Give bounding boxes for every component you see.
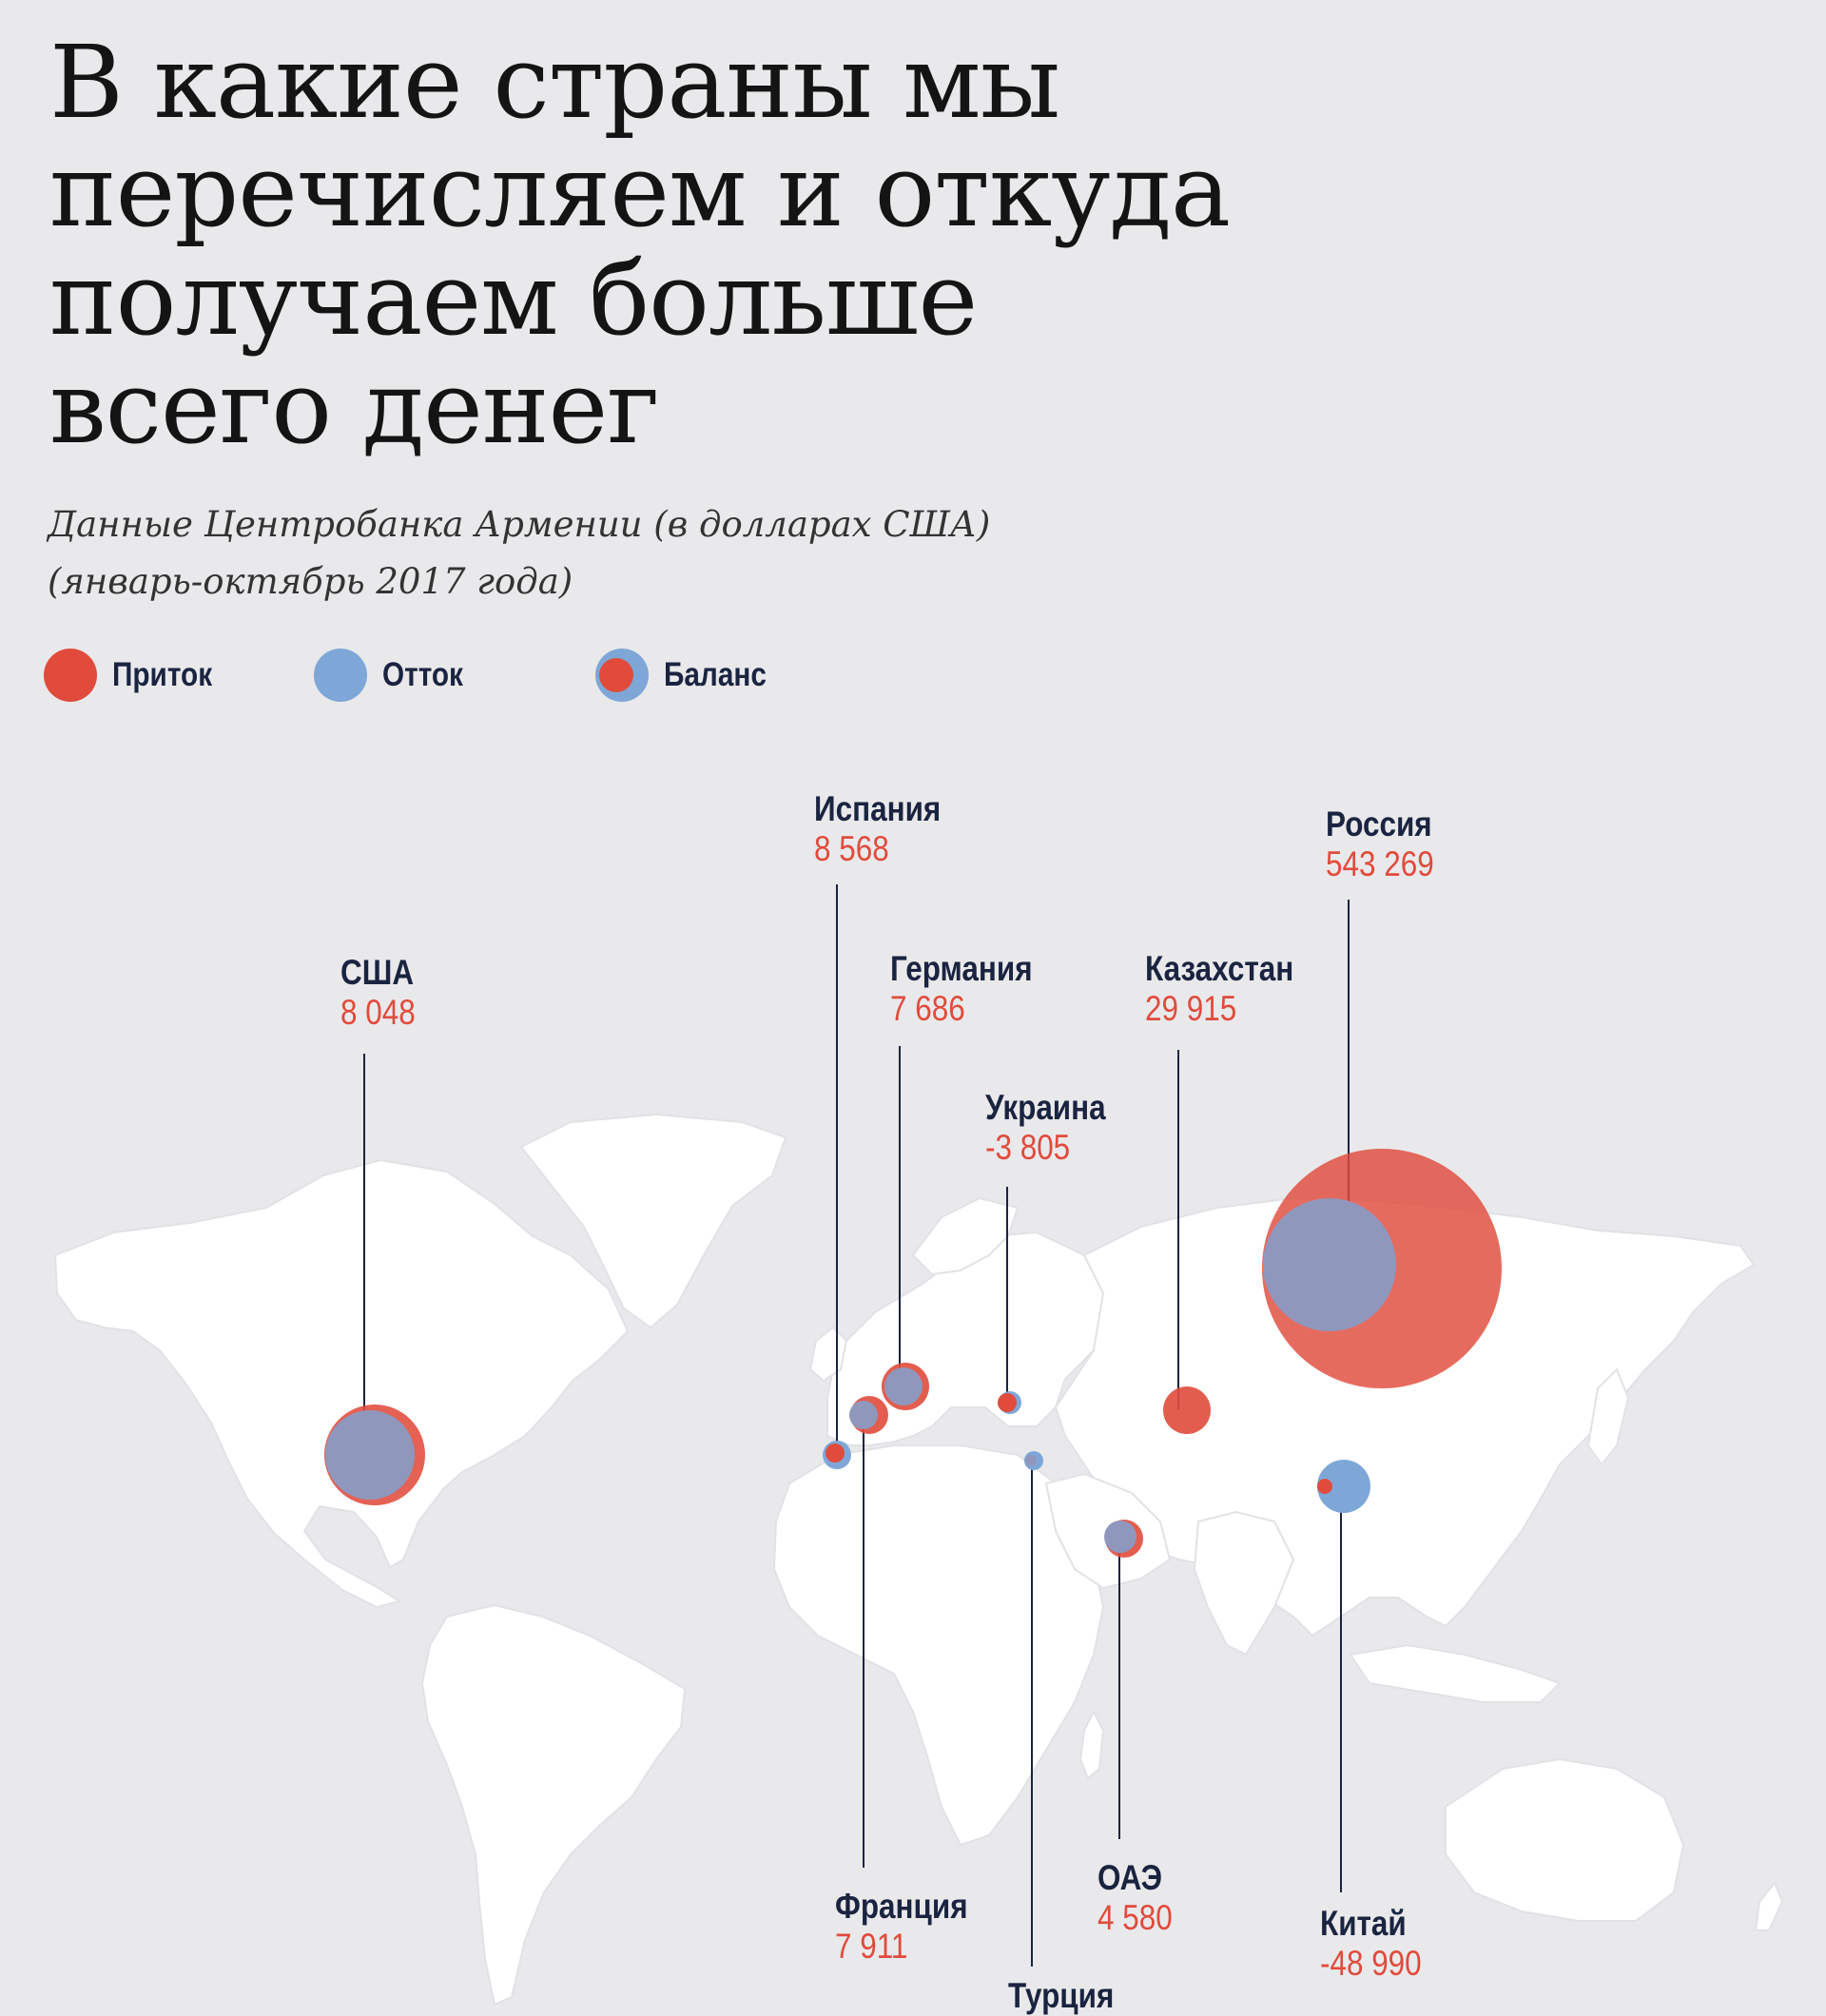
bubble-germany xyxy=(882,1363,929,1410)
title-line: получаем больше xyxy=(49,241,978,358)
title-line: В какие страны мы xyxy=(49,24,1060,141)
country-name: США xyxy=(340,953,415,992)
country-balance: 29 915 xyxy=(1145,989,1237,1028)
greenland-shape xyxy=(519,1113,787,1329)
legend-label: Приток xyxy=(112,656,213,693)
country-balance: 8 048 xyxy=(340,993,416,1032)
label-russia: Россия 543 269 xyxy=(1326,804,1453,884)
title-line: перечисляем и откуда xyxy=(49,132,1231,249)
country-name: Турция xyxy=(1008,1976,1115,2015)
country-balance: 543 269 xyxy=(1326,844,1434,883)
title-line: всего денег xyxy=(49,349,660,466)
country-name: Украина xyxy=(985,1088,1106,1127)
india-shape xyxy=(1193,1510,1295,1657)
leader-lines xyxy=(363,884,1350,1967)
country-name: ОАЭ xyxy=(1098,1858,1162,1897)
subtitle: Данные Центробанка Армении (в долларах С… xyxy=(48,496,990,611)
country-name: Китай xyxy=(1320,1904,1407,1943)
label-china: Китай -48 990 xyxy=(1320,1904,1440,1984)
bubble-ukraine xyxy=(998,1391,1021,1414)
south-america-shape xyxy=(420,1603,687,2005)
country-name: Россия xyxy=(1326,804,1432,843)
subtitle-line-period: (январь-октябрь 2017 года) xyxy=(48,561,573,602)
label-turkey: Турция xyxy=(1008,1976,1133,2016)
bubble-kazakhstan xyxy=(1163,1386,1211,1434)
inflow-dot-icon xyxy=(44,649,97,702)
bubble-usa xyxy=(324,1405,425,1505)
country-balance: 7 911 xyxy=(835,1927,908,1966)
australia-shape xyxy=(1445,1757,1685,1922)
bubble-turkey xyxy=(1024,1451,1043,1470)
country-balance: 7 686 xyxy=(890,989,965,1028)
new-zealand-shape xyxy=(1754,1881,1784,1931)
legend-item-balance: Баланс xyxy=(595,647,785,704)
label-uae: ОАЭ 4 580 xyxy=(1098,1858,1186,1938)
country-name: Германия xyxy=(890,949,1033,988)
country-bubbles xyxy=(324,1149,1502,1558)
country-name: Казахстан xyxy=(1145,949,1294,988)
land-masses xyxy=(53,1113,1784,2005)
label-kazakhstan: Казахстан 29 915 xyxy=(1145,949,1320,1029)
infographic-title: В какие страны мы перечисляем и откуда п… xyxy=(49,29,1381,462)
label-usa: США 8 048 xyxy=(340,953,429,1033)
legend-label: Отток xyxy=(382,656,463,693)
country-balance: 8 568 xyxy=(814,829,889,868)
bubble-china xyxy=(1317,1460,1370,1513)
legend-item-outflow: Отток xyxy=(314,647,477,704)
subtitle-line-source: Данные Центробанка Армении (в долларах С… xyxy=(48,504,991,545)
country-name: Франция xyxy=(835,1887,968,1926)
balance-dot-icon xyxy=(595,649,649,702)
label-ukraine: Украина -3 805 xyxy=(985,1088,1127,1168)
africa-shape xyxy=(772,1444,1105,1847)
outflow-dot-icon xyxy=(314,649,367,702)
north-america-shape xyxy=(53,1158,630,1609)
madagascar-shape xyxy=(1078,1709,1105,1780)
japan-shape xyxy=(1586,1367,1630,1466)
legend-label: Баланс xyxy=(664,656,767,693)
legend-item-inflow: Приток xyxy=(44,647,230,704)
legend: Приток Отток Баланс xyxy=(0,647,1826,704)
country-balance: -3 805 xyxy=(985,1128,1071,1167)
bubble-spain xyxy=(823,1441,851,1469)
bubble-uae xyxy=(1104,1520,1143,1558)
indonesia-shape xyxy=(1349,1643,1562,1703)
label-spain: Испания 8 568 xyxy=(814,789,963,869)
country-balance: 4 580 xyxy=(1098,1898,1173,1937)
bubble-russia xyxy=(1262,1149,1502,1388)
country-balance: -48 990 xyxy=(1320,1944,1422,1983)
label-france: Франция 7 911 xyxy=(835,1887,991,1967)
country-name: Испания xyxy=(814,789,942,828)
bubble-france xyxy=(849,1396,888,1434)
label-germany: Германия 7 686 xyxy=(890,949,1058,1029)
